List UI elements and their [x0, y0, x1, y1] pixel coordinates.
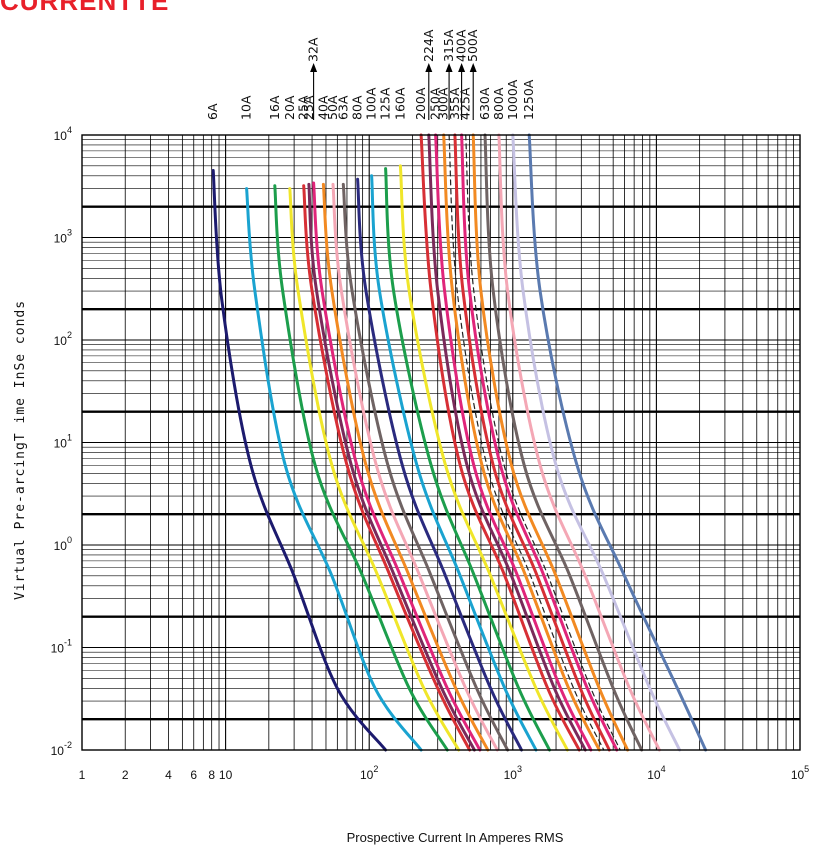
x-tick-label: 2: [122, 768, 129, 782]
curve-16a-2: [273, 184, 449, 752]
y-tick-label: 100: [54, 535, 72, 553]
x-tick-labels: 1 2 4 6 8 10 102 103 104 105: [79, 764, 810, 782]
rating-label-63a: 63A: [335, 95, 350, 120]
x-tick-label: 10: [219, 768, 233, 782]
rating-label-160a: 160A: [392, 87, 407, 120]
curve-355a-19: [453, 133, 611, 752]
rating-label-20a: 20A: [282, 95, 297, 120]
x-tick-label: 102: [360, 764, 378, 782]
rating-label-40a: 40A: [315, 95, 330, 120]
rating-label-250a: 250A: [428, 87, 443, 120]
y-tick-labels: 104 103 102 101 100 10-1 10-2: [51, 125, 72, 758]
rating-arrow-head: [458, 63, 466, 72]
x-tick-label: 4: [165, 768, 172, 782]
corner-title-text: CURRENTTE: [0, 0, 170, 16]
curve-40a-7: [321, 182, 490, 752]
curve-100a-11: [370, 174, 538, 752]
rating-label-630a: 630A: [477, 87, 492, 120]
rating-arrow-head: [469, 63, 477, 72]
rating-label-500a: 500A: [465, 29, 480, 62]
curve-300a-17: [442, 133, 601, 752]
rating-label-125a: 125A: [378, 87, 393, 120]
y-tick-label: 102: [54, 330, 72, 348]
curve-315a-18: [448, 134, 605, 751]
x-tick-label: 1: [79, 768, 86, 782]
rating-label-25a: 25A: [301, 95, 316, 120]
rating-label-1000a: 1000A: [505, 79, 520, 120]
curve-6a-0: [211, 169, 388, 752]
rating-label-300a: 300A: [436, 87, 451, 120]
rating-label-32a: 32A: [306, 37, 321, 62]
curve-63a-9: [341, 182, 510, 752]
rating-label-224a: 224A: [421, 29, 436, 62]
y-tick-label: 101: [54, 433, 72, 451]
rating-label-355a: 355A: [447, 87, 462, 120]
rating-label-50a: 50A: [325, 95, 340, 120]
rating-label-315a: 315A: [441, 29, 456, 62]
curve-125a-12: [384, 167, 551, 752]
curve-224a-15: [427, 133, 587, 752]
x-tick-label: 6: [190, 768, 197, 782]
curve-630a-23: [483, 133, 644, 752]
rating-label-10a: 10A: [239, 95, 254, 120]
curve-50a-8: [331, 182, 499, 752]
rating-label-16a: 16A: [267, 95, 282, 120]
x-tick-label: 105: [791, 764, 809, 782]
y-tick-label: 103: [54, 228, 72, 246]
curve-500a-22: [471, 133, 630, 752]
x-tick-label: 104: [647, 764, 665, 782]
curve-1000a-25: [511, 133, 682, 752]
curve-20a-3: [288, 187, 461, 752]
curve-250a-16: [434, 133, 593, 752]
plot-frame: [81, 134, 801, 751]
curve-1250a-26: [527, 133, 708, 752]
curve-425a-21: [465, 134, 621, 751]
curve-25a-4: [302, 184, 472, 752]
curve-200a-14: [419, 133, 581, 752]
rating-label-200a: 200A: [413, 87, 428, 120]
x-axis-label: Prospective Current In Amperes RMS: [347, 830, 564, 845]
plot-border: [81, 134, 801, 751]
y-tick-label: 10-2: [51, 740, 72, 758]
curve-25a-5: [307, 182, 476, 752]
rating-label-400a: 400A: [454, 29, 469, 62]
curve-400a-20: [460, 133, 619, 752]
rating-arrow-head: [445, 63, 453, 72]
curve-10a-1: [245, 187, 423, 752]
rating-label-80a: 80A: [350, 95, 365, 120]
rating-arrow-head: [310, 63, 318, 72]
x-tick-label: 8: [208, 768, 215, 782]
curve-32a-6: [312, 181, 482, 752]
rating-label-425a: 425A: [458, 87, 473, 120]
rating-label-25a: 25A: [296, 95, 311, 120]
x-tick-label: 103: [504, 764, 522, 782]
rating-label-1250a: 1250A: [521, 79, 536, 120]
y-tick-label: 104: [54, 125, 72, 143]
y-tick-label: 10-1: [51, 638, 72, 656]
rating-label-100a: 100A: [364, 87, 379, 120]
rating-label-800a: 800A: [491, 87, 506, 120]
rating-label-6a: 6A: [205, 103, 220, 120]
y-axis-label: Virtual Pre-arcingT ime InSe conds: [13, 300, 28, 600]
curve-800a-24: [497, 133, 661, 752]
rating-arrow-head: [425, 63, 433, 72]
curve-160a-13: [398, 164, 569, 752]
curve-80a-10: [356, 177, 523, 752]
fuse-curves: [211, 133, 708, 752]
